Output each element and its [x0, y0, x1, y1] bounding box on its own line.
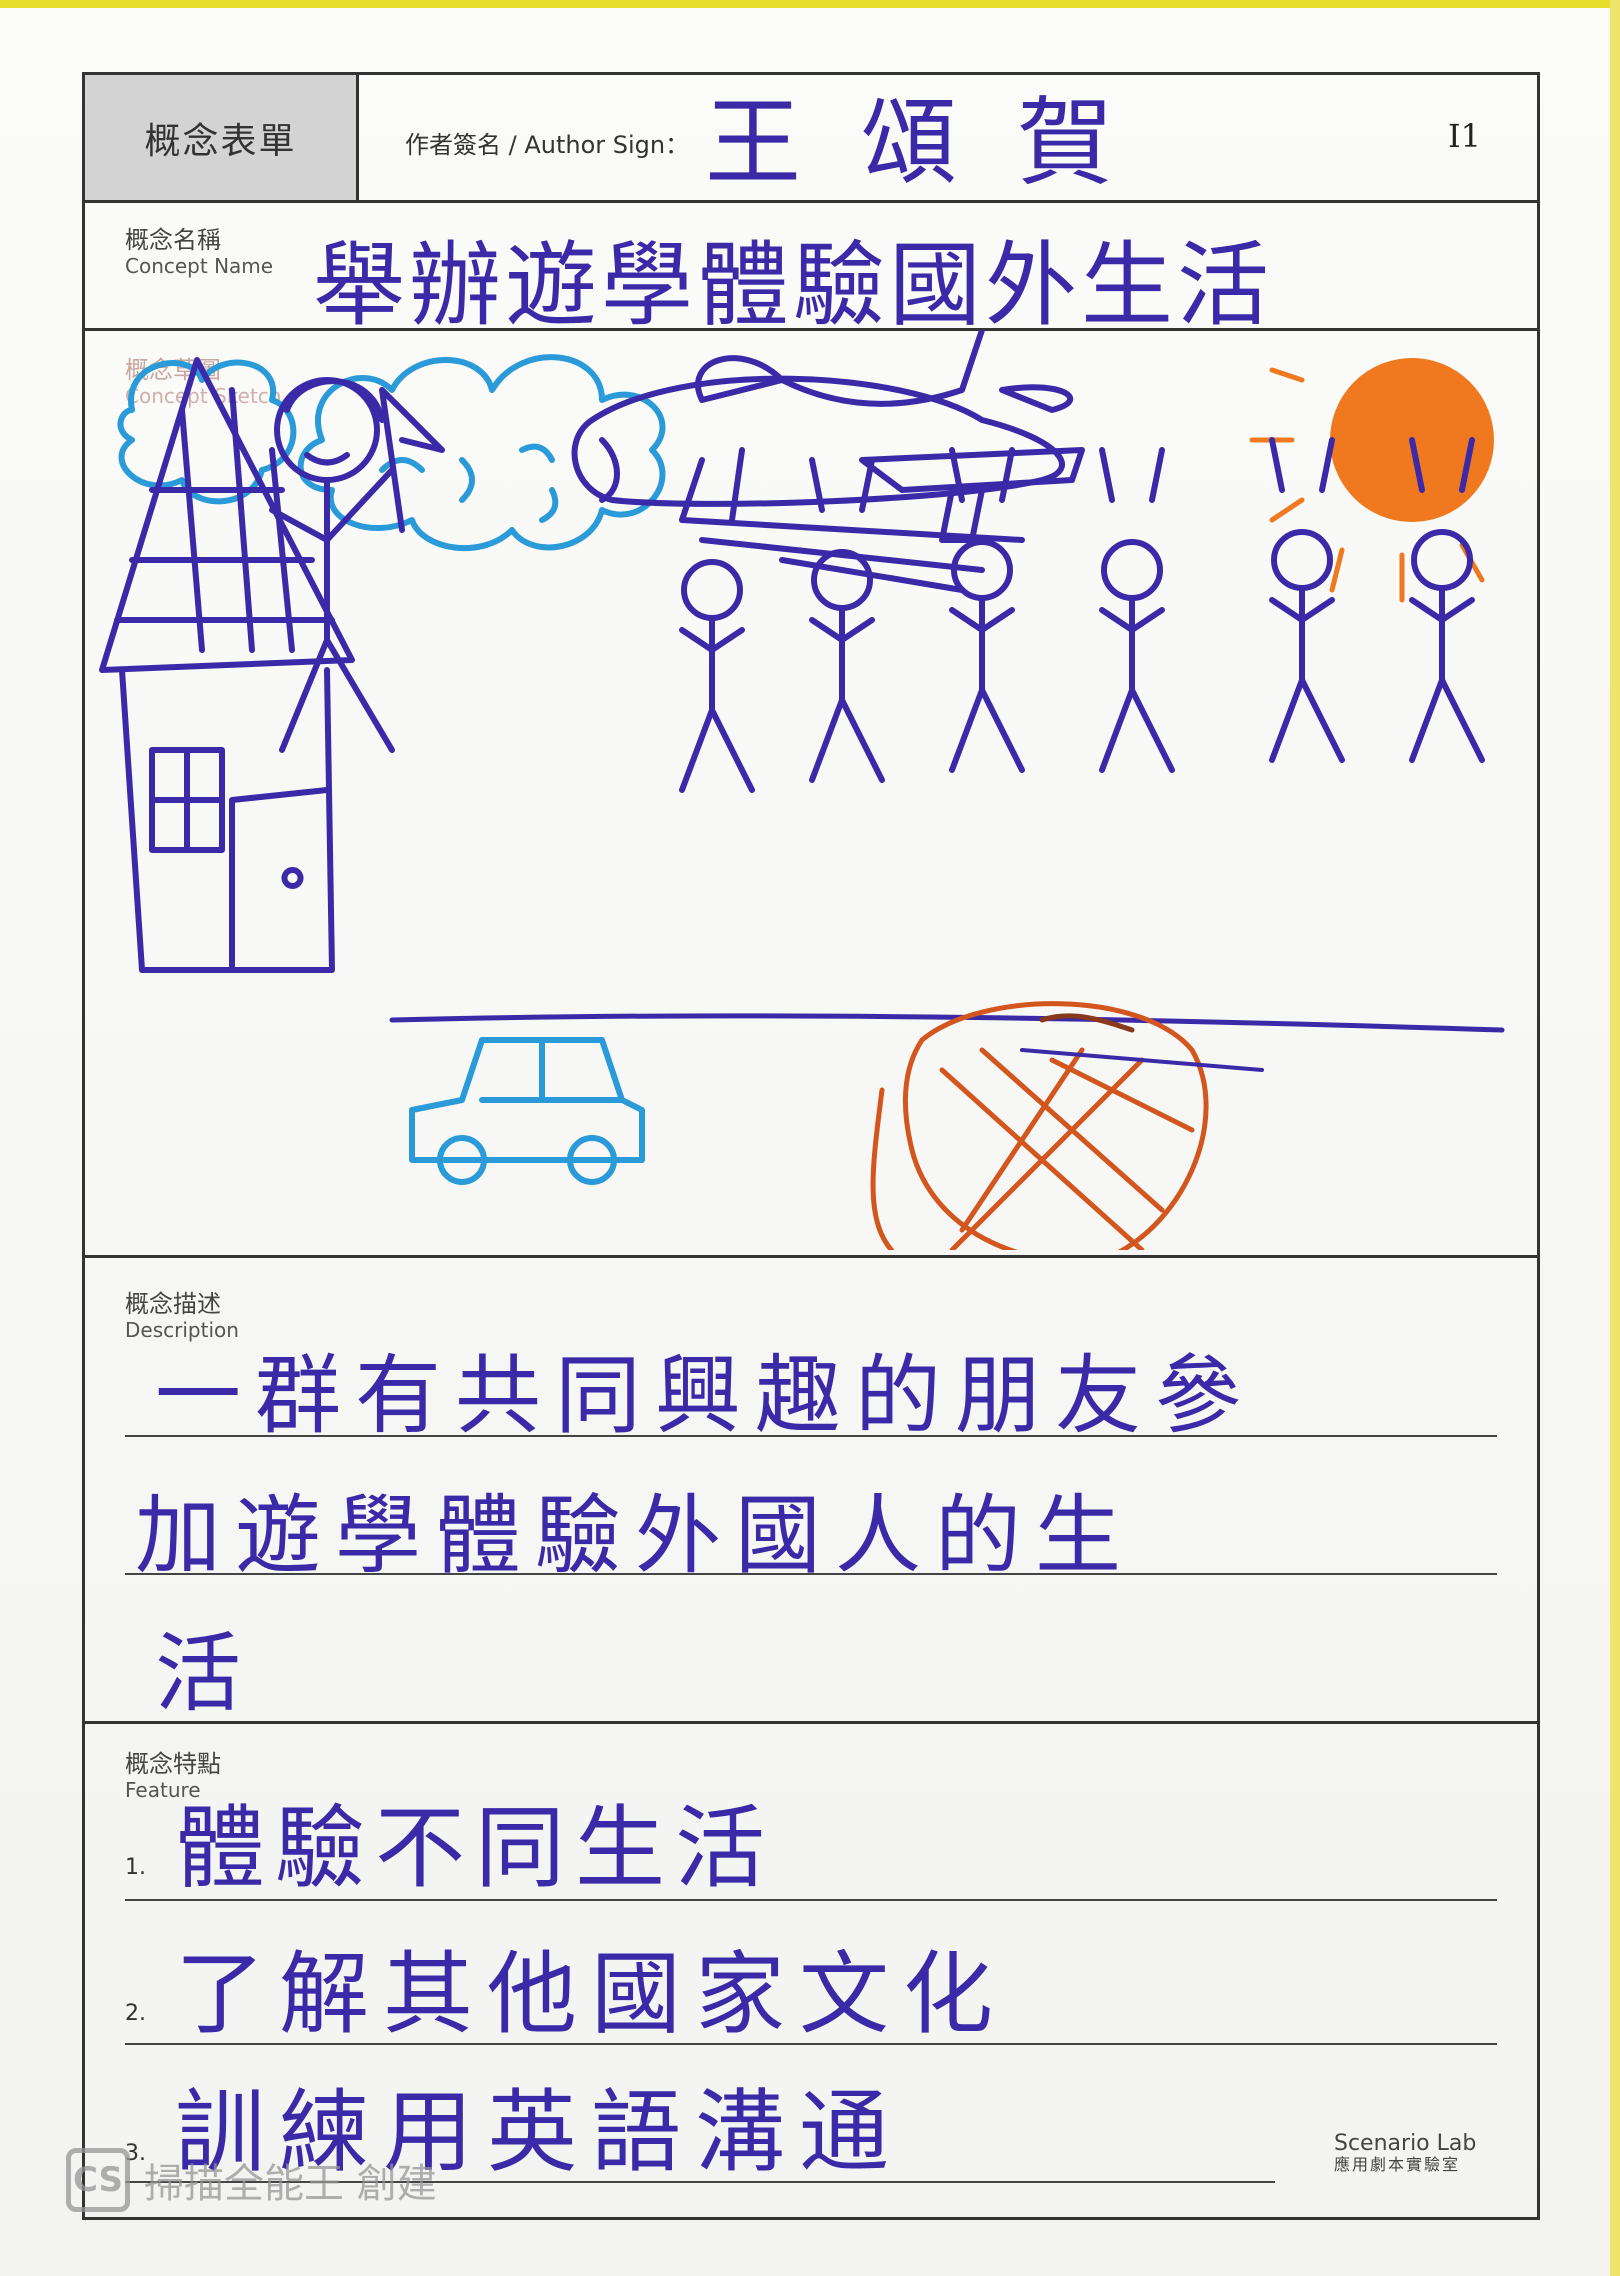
description-rule-1 — [125, 1435, 1497, 1437]
feature-rule-1 — [125, 1899, 1497, 1901]
feature-label-en: Feature — [125, 1777, 201, 1802]
concept-sketch-label-en: Concept Sketch — [125, 383, 282, 408]
scenario-lab-name-zh: 應用劇本實驗室 — [1334, 2155, 1461, 2175]
scanner-watermark: CS 掃描全能王 創建 — [66, 2148, 437, 2212]
divider-description — [85, 1721, 1537, 1724]
feature-number-2: 2. — [125, 2001, 146, 2026]
description-line-1: 一群有共同興趣的朋友參 — [155, 1346, 1255, 1446]
tour-guide-drawing — [269, 377, 445, 753]
friends-drawing — [679, 437, 1485, 793]
title-divider — [356, 75, 359, 200]
scenario-lab-logo: Scenario Lab 應用劇本實驗室 — [1334, 2131, 1477, 2175]
top-edge — [0, 0, 1620, 8]
concept-name-value: 舉辦遊學體驗國外生活 — [313, 232, 1274, 339]
description-rule-2 — [125, 1573, 1497, 1575]
right-edge — [1610, 0, 1620, 2276]
car-drawing — [409, 1037, 645, 1185]
feature-number-1: 1. — [125, 1855, 146, 1880]
description-line-3: 活 — [155, 1624, 241, 1724]
feature-label: 概念特點 Feature — [125, 1750, 221, 1802]
feature-number-3: 3. — [125, 2141, 146, 2166]
divider-header — [85, 200, 1537, 203]
feature-2: 了解其他國家文化 — [175, 1942, 1007, 2047]
feature-3: 訓練用英語溝通 — [175, 2080, 903, 2185]
scenario-lab-name: Scenario Lab — [1334, 2131, 1477, 2156]
form-title: 概念表單 — [85, 75, 356, 200]
feature-rule-2 — [125, 2043, 1497, 2045]
divider-name — [85, 328, 1537, 331]
concept-name-label-zh: 概念名稱 — [125, 226, 221, 254]
feature-rule-3 — [125, 2181, 1275, 2183]
ground-line — [389, 1013, 1505, 1033]
crossed-out-sketch — [870, 1001, 1264, 1250]
divider-sketch — [85, 1255, 1537, 1258]
description-label-en: Description — [125, 1317, 239, 1342]
author-sign-label: 作者簽名 / Author Sign： — [405, 131, 690, 159]
concept-sketch — [99, 330, 1505, 1250]
concept-name-label-en: Concept Name — [125, 253, 274, 278]
description-line-2: 加遊學體驗外國人的生 — [135, 1486, 1135, 1586]
form-id: I1 — [1448, 117, 1481, 155]
feature-label-zh: 概念特點 — [125, 1750, 221, 1778]
feature-1: 體驗不同生活 — [175, 1796, 775, 1901]
camscanner-icon: CS — [66, 2148, 130, 2212]
sun-drawing — [1249, 358, 1494, 603]
description-label: 概念描述 Description — [125, 1290, 239, 1342]
concept-form: 概念表單 作者簽名 / Author Sign： 王頌賀 I1 概念名稱 Con… — [82, 72, 1540, 2220]
concept-name-label: 概念名稱 Concept Name — [125, 226, 274, 278]
description-label-zh: 概念描述 — [125, 1290, 221, 1318]
watermark-text: 掃描全能王 創建 — [144, 2161, 437, 2207]
author-signature: 王頌賀 — [705, 87, 1173, 199]
